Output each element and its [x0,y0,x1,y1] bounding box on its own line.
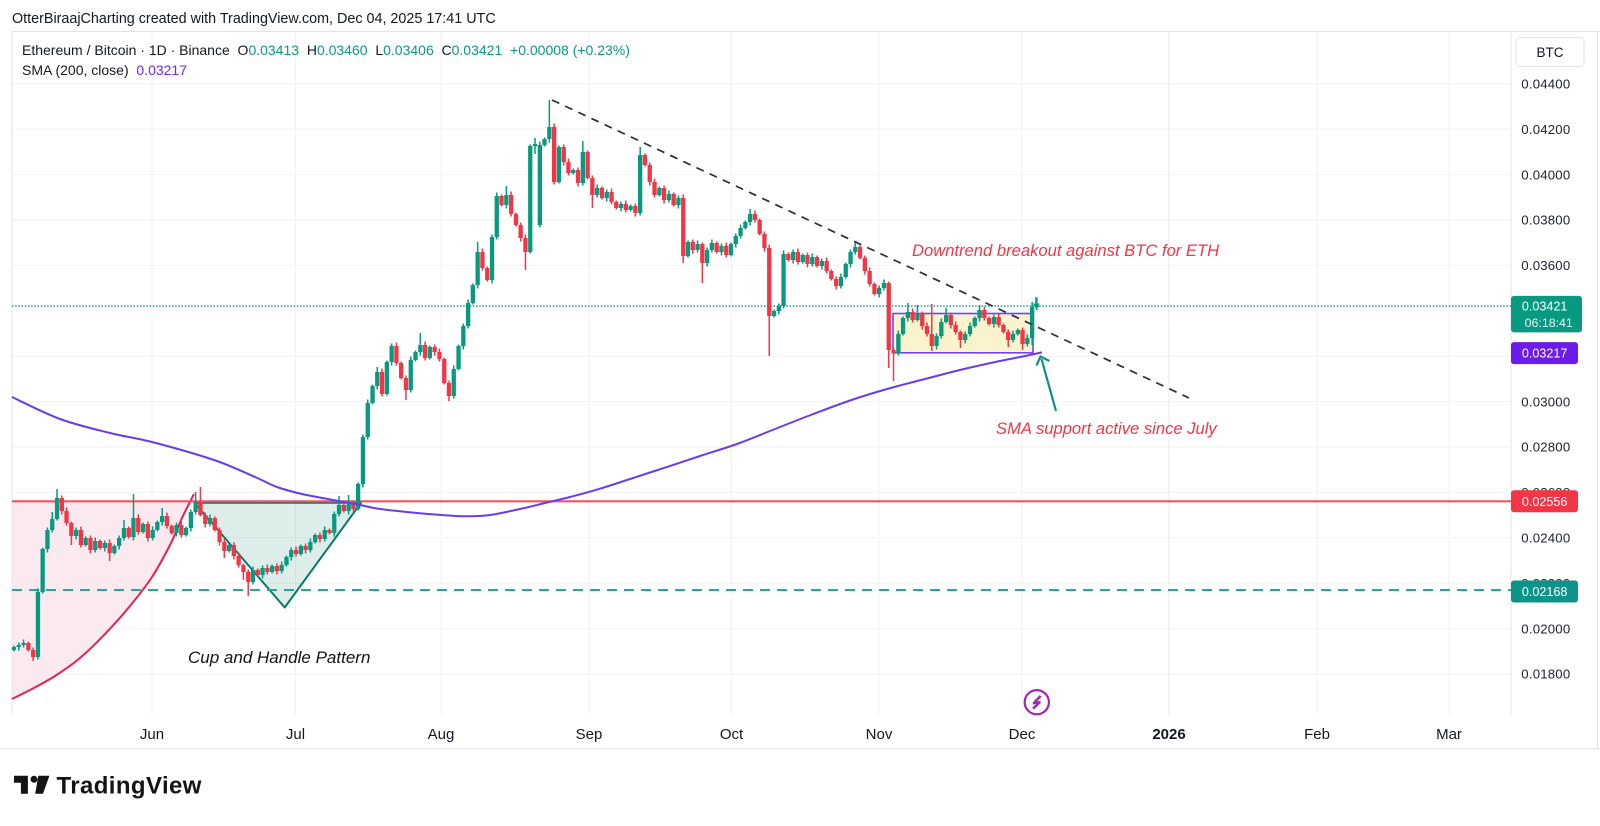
svg-text:0.03217: 0.03217 [1522,347,1568,361]
svg-text:Ethereum / Bitcoin · 1D · Bina: Ethereum / Bitcoin · 1D · Binance O0.034… [22,42,630,58]
svg-text:Nov: Nov [866,726,893,743]
svg-text:Aug: Aug [428,726,455,743]
svg-text:0.02800: 0.02800 [1521,440,1570,455]
svg-text:Mar: Mar [1436,726,1462,743]
svg-text:Dec: Dec [1009,726,1036,743]
svg-text:0.02168: 0.02168 [1522,585,1568,599]
svg-text:0.02000: 0.02000 [1521,621,1570,636]
svg-text:0.01800: 0.01800 [1521,667,1570,682]
svg-text:2026: 2026 [1152,726,1185,743]
svg-text:SMA (200, close) 0.03217: SMA (200, close) 0.03217 [22,62,187,78]
svg-text:TradingView: TradingView [57,773,202,800]
svg-text:0.04400: 0.04400 [1521,77,1570,92]
svg-text:06:18:41: 06:18:41 [1525,316,1573,330]
svg-text:0.03800: 0.03800 [1521,213,1570,228]
svg-text:Jul: Jul [286,726,305,743]
svg-text:BTC: BTC [1537,45,1564,60]
svg-text:0.03421: 0.03421 [1522,300,1568,314]
svg-text:OtterBiraajCharting created wi: OtterBiraajCharting created with Trading… [12,11,496,27]
svg-text:0.03600: 0.03600 [1521,258,1570,273]
svg-text:Sep: Sep [576,726,603,743]
svg-text:Cup and Handle Pattern: Cup and Handle Pattern [188,648,370,667]
svg-text:0.03000: 0.03000 [1521,394,1570,409]
svg-text:0.02556: 0.02556 [1522,495,1568,509]
svg-text:0.04200: 0.04200 [1521,122,1570,137]
svg-text:Jun: Jun [140,726,164,743]
svg-text:SMA support active since July: SMA support active since July [996,419,1218,438]
svg-text:0.02400: 0.02400 [1521,531,1570,546]
svg-text:0.04000: 0.04000 [1521,167,1570,182]
svg-text:Feb: Feb [1304,726,1330,743]
svg-text:Oct: Oct [720,726,744,743]
svg-text:Downtrend breakout against BTC: Downtrend breakout against BTC for ETH [912,241,1219,260]
